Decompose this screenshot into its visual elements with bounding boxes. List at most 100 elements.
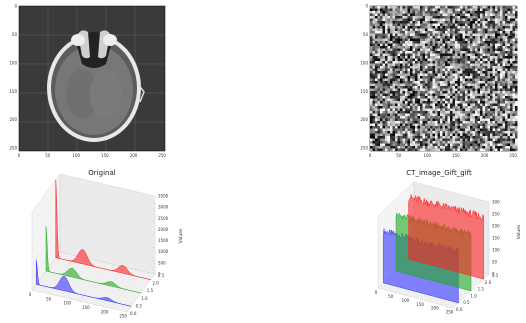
noise-pixel: [407, 43, 410, 46]
noise-pixel: [420, 76, 423, 79]
noise-pixel: [510, 46, 513, 49]
noise-pixel: [505, 28, 508, 31]
noise-pixel: [515, 111, 518, 114]
noise-pixel: [475, 116, 478, 119]
noise-pixel: [447, 96, 450, 99]
noise-pixel: [417, 13, 420, 16]
noise-pixel: [485, 148, 488, 151]
noise-pixel: [485, 18, 488, 21]
noise-pixel: [485, 73, 488, 76]
noise-pixel: [402, 116, 405, 119]
noise-pixel: [407, 126, 410, 129]
noise-pixel: [455, 146, 458, 149]
noise-pixel: [487, 98, 490, 101]
noise-pixel: [510, 48, 513, 51]
noise-pixel: [432, 141, 435, 144]
noise-pixel: [392, 18, 395, 21]
noise-pixel: [400, 103, 403, 106]
noise-pixel: [455, 33, 458, 36]
noise-pixel: [370, 21, 373, 24]
noise-pixel: [505, 133, 508, 136]
noise-pixel: [395, 93, 398, 96]
noise-pixel: [397, 51, 400, 54]
noise-pixel: [425, 103, 428, 106]
noise-pixel: [495, 48, 498, 51]
noise-pixel: [440, 31, 443, 34]
noise-pixel: [432, 26, 435, 29]
noise-pixel: [435, 66, 438, 69]
noise-pixel: [480, 131, 483, 134]
noise-pixel: [487, 146, 490, 149]
noise-pixel: [472, 56, 475, 59]
noise-pixel: [377, 76, 380, 79]
noise-pixel: [375, 93, 378, 96]
noise-pixel: [385, 6, 388, 9]
noise-pixel: [502, 58, 505, 61]
noise-pixel: [457, 143, 460, 146]
noise-pixel: [380, 13, 383, 16]
noise-pixel: [485, 26, 488, 29]
noise-pixel: [422, 66, 425, 69]
noise-pixel: [430, 18, 433, 21]
noise-pixel: [495, 81, 498, 84]
noise-pixel: [417, 138, 420, 141]
noise-pixel: [482, 83, 485, 86]
noise-pixel: [512, 68, 515, 71]
noise-pixel: [410, 141, 413, 144]
noise-pixel: [422, 28, 425, 31]
noise-pixel: [515, 108, 518, 111]
noise-pixel: [490, 96, 493, 99]
noise-pixel: [455, 28, 458, 31]
noise-pixel: [507, 38, 510, 41]
noise-pixel: [427, 93, 430, 96]
noise-pixel: [370, 126, 373, 129]
noise-pixel: [502, 43, 505, 46]
noise-pixel: [385, 76, 388, 79]
noise-pixel: [387, 131, 390, 134]
noise-pixel: [465, 131, 468, 134]
noise-pixel: [412, 93, 415, 96]
noise-pixel: [502, 6, 505, 9]
noise-pixel: [452, 106, 455, 109]
noise-pixel: [485, 81, 488, 84]
noise-pixel: [475, 91, 478, 94]
noise-pixel: [415, 126, 418, 129]
noise-pixel: [400, 31, 403, 34]
noise-pixel: [430, 133, 433, 136]
noise-pixel: [377, 138, 380, 141]
noise-pixel: [380, 148, 383, 151]
noise-pixel: [410, 73, 413, 76]
noise-pixel: [457, 8, 460, 11]
noise-pixel: [390, 61, 393, 64]
noise-pixel: [500, 51, 503, 54]
noise-pixel: [470, 13, 473, 16]
noise-pixel: [472, 146, 475, 149]
noise-pixel: [485, 113, 488, 116]
noise-pixel: [400, 118, 403, 121]
noise-pixel: [480, 91, 483, 94]
noise-pixel: [482, 31, 485, 34]
noise-pixel: [467, 126, 470, 129]
noise-pixel: [410, 131, 413, 134]
noise-pixel: [455, 93, 458, 96]
noise-pixel: [410, 43, 413, 46]
noise-pixel: [435, 138, 438, 141]
noise-pixel: [437, 18, 440, 21]
noise-pixel: [395, 21, 398, 24]
noise-pixel: [432, 81, 435, 84]
noise-pixel: [405, 96, 408, 99]
noise-pixel: [512, 108, 515, 111]
noise-pixel: [402, 56, 405, 59]
noise-pixel: [445, 53, 448, 56]
noise-pixel: [390, 136, 393, 139]
noise-pixel: [465, 108, 468, 111]
noise-pixel: [432, 123, 435, 126]
noise-pixel: [490, 138, 493, 141]
noise-pixel: [415, 16, 418, 19]
noise-pixel: [507, 106, 510, 109]
grid-line: [413, 193, 490, 215]
noise-pixel: [377, 36, 380, 39]
noise-pixel: [392, 143, 395, 146]
noise-pixel: [477, 21, 480, 24]
noise-pixel: [390, 83, 393, 86]
